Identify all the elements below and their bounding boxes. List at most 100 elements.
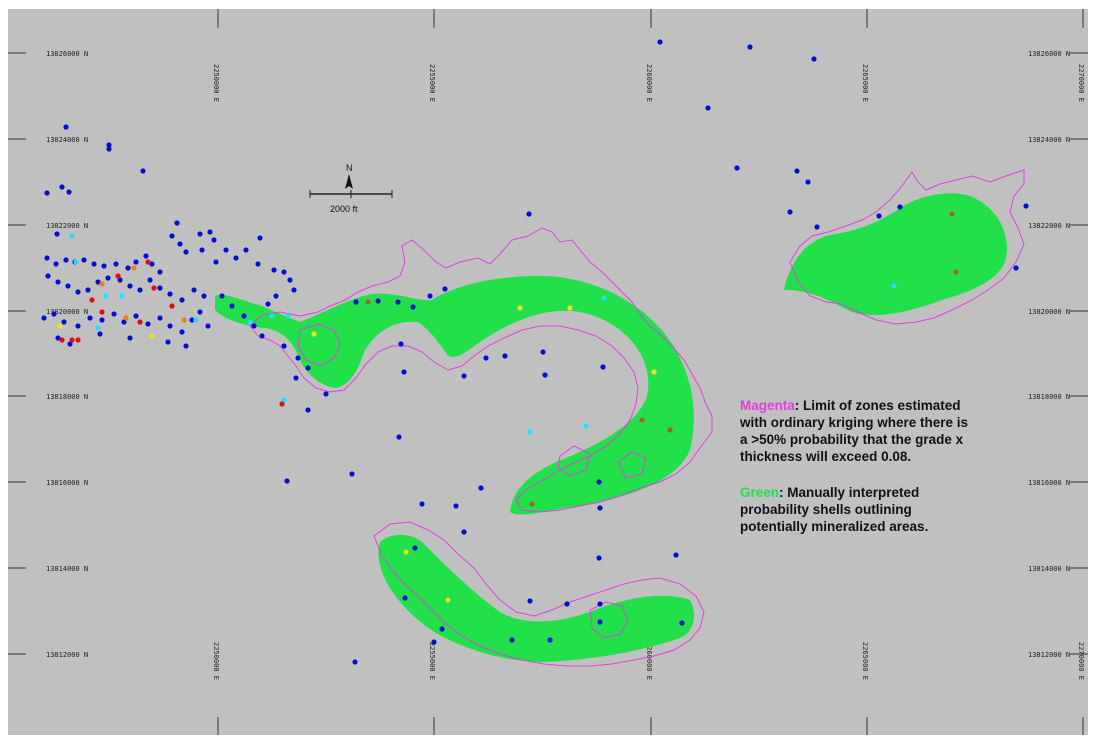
kriging-limit-south-inner (589, 601, 629, 639)
drill-hole-marker (99, 281, 105, 287)
drill-hole-marker (87, 315, 93, 321)
drill-hole-marker (401, 369, 407, 375)
drill-hole-marker (151, 285, 157, 291)
legend-magenta-label: Magenta (740, 398, 795, 413)
drill-hole-marker (137, 319, 143, 325)
drill-hole-marker (442, 286, 448, 292)
probability-shells (215, 193, 1007, 662)
drill-hole-marker (167, 323, 173, 329)
drill-hole-marker (137, 287, 143, 293)
drill-hole-marker (41, 315, 47, 321)
drill-hole-marker (483, 355, 489, 361)
northing-labels: 13826000 N 13826000 N 13824000 N 1382400… (46, 50, 1070, 659)
drill-hole-marker (213, 259, 219, 265)
drill-hole-marker (295, 355, 301, 361)
drill-hole-marker (106, 142, 112, 148)
drill-hole-marker (953, 269, 959, 275)
drill-hole-marker (177, 241, 183, 247)
scale-bar-label: 2000 ft (330, 204, 358, 214)
drill-hole-marker (396, 434, 402, 440)
drill-hole-marker (431, 639, 437, 645)
easting-label-top: 2265000 E (861, 64, 869, 102)
probability-shell-east (784, 193, 1007, 316)
drill-hole-marker (191, 287, 197, 293)
legend-magenta-line-4: thickness will exceed 0.08. (740, 449, 911, 464)
drill-hole-marker (805, 179, 811, 185)
drill-hole-marker (169, 303, 175, 309)
drill-hole-marker (65, 283, 71, 289)
drill-hole-marker (293, 375, 299, 381)
easting-label-top: 2250000 E (212, 64, 220, 102)
drill-hole-marker (427, 293, 433, 299)
drill-hole-marker (199, 247, 205, 253)
legend-green-label: Green (740, 485, 779, 500)
northing-label-right: 13820000 N (1028, 308, 1070, 316)
drill-hole-marker (509, 637, 515, 643)
drill-hole-marker (1013, 265, 1019, 271)
drill-hole-marker (89, 297, 95, 303)
drill-hole-marker (445, 597, 451, 603)
drill-hole-marker (241, 313, 247, 319)
drill-hole-marker (95, 279, 101, 285)
map-background (8, 9, 1088, 735)
drill-hole-marker (101, 263, 107, 269)
drill-hole-marker (403, 549, 409, 555)
kriging-limit-central-inner (297, 323, 341, 367)
legend: Magenta: Limit of zones estimated with o… (739, 398, 968, 534)
drill-hole-marker (105, 275, 111, 281)
drill-hole-marker (183, 343, 189, 349)
north-arrow-icon (345, 174, 353, 189)
drill-hole-marker (66, 189, 72, 195)
drill-hole-marker (174, 220, 180, 226)
drill-hole-marker (229, 303, 235, 309)
drill-hole-marker (876, 213, 882, 219)
drill-hole-marker (157, 269, 163, 275)
drill-hole-marker (402, 595, 408, 601)
drill-hole-marker (99, 317, 105, 323)
drill-hole-marker (247, 319, 253, 325)
drill-hole-marker (349, 471, 355, 477)
easting-label-bottom: 2250000 E (212, 642, 220, 680)
drill-hole-marker (597, 619, 603, 625)
drill-hole-marker (131, 265, 137, 271)
drill-hole-marker (596, 555, 602, 561)
drill-hole-marker (600, 364, 606, 370)
drill-hole-marker (69, 233, 75, 239)
drill-hole-marker (259, 333, 265, 339)
drill-hole-marker (291, 287, 297, 293)
drill-hole-marker (140, 168, 146, 174)
drill-hole-marker (59, 337, 65, 343)
drill-hole-marker (567, 305, 573, 311)
drill-hole-marker (55, 279, 61, 285)
drill-hole-marker (814, 224, 820, 230)
easting-label-top: 2255000 E (428, 64, 436, 102)
probability-shell-south (378, 534, 695, 662)
drill-hole-marker (121, 319, 127, 325)
drill-hole-marker (57, 323, 63, 329)
drill-hole-marker (787, 209, 793, 215)
drill-hole-marker (265, 301, 271, 307)
drill-hole-marker (99, 309, 105, 315)
kriging-limit-inner-east-2 (617, 451, 647, 479)
drill-hole-marker (597, 505, 603, 511)
drill-hole-marker (547, 637, 553, 643)
drill-hole-marker (63, 124, 69, 130)
northing-label-right: 13824000 N (1028, 136, 1070, 144)
drill-hole-marker (44, 190, 50, 196)
drill-hole-marker (353, 299, 359, 305)
kriging-limit-south (373, 521, 705, 667)
drill-hole-marker (169, 233, 175, 239)
drill-hole-marker (255, 261, 261, 267)
drill-hole-marker (287, 277, 293, 283)
northing-label-left: 13812000 N (46, 651, 88, 659)
drill-hole-marker (478, 485, 484, 491)
drill-hole-marker (305, 365, 311, 371)
drill-hole-marker (193, 317, 199, 323)
legend-green-text: : Manually interpreted (779, 485, 919, 500)
northing-label-left: 13824000 N (46, 136, 88, 144)
northing-label-right: 13818000 N (1028, 393, 1070, 401)
drill-hole-marker (271, 267, 277, 273)
drill-hole-marker (281, 269, 287, 275)
drill-hole-marker (91, 261, 97, 267)
